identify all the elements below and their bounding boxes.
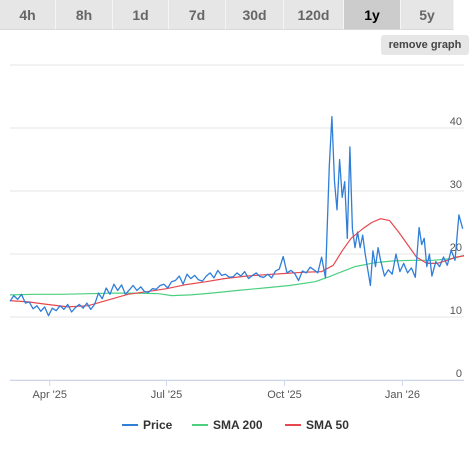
- tab-1d[interactable]: 1d: [113, 0, 169, 30]
- tab-120d[interactable]: 120d: [284, 0, 344, 30]
- y-tick-label: 0: [456, 368, 462, 380]
- y-tick-label: 30: [450, 179, 462, 191]
- legend-label: SMA 50: [306, 418, 349, 432]
- series-line-sma-50[interactable]: [9, 218, 465, 308]
- y-tick-label: 10: [450, 305, 462, 317]
- tab-1y[interactable]: 1y: [344, 0, 401, 30]
- legend-item-sma-200[interactable]: SMA 200: [192, 418, 263, 432]
- series-line-price[interactable]: [9, 116, 464, 317]
- remove-graph-button[interactable]: remove graph: [381, 35, 469, 55]
- tab-5y[interactable]: 5y: [401, 0, 454, 30]
- tab-30d[interactable]: 30d: [226, 0, 284, 30]
- series-line-sma-200[interactable]: [9, 254, 465, 297]
- legend-item-price[interactable]: Price: [122, 418, 173, 432]
- legend-label: SMA 200: [213, 418, 263, 432]
- tab-4h[interactable]: 4h: [0, 0, 56, 30]
- tab-7d[interactable]: 7d: [169, 0, 226, 30]
- legend-item-sma-50[interactable]: SMA 50: [285, 418, 349, 432]
- x-tick-label: Jan '26: [385, 389, 420, 401]
- timeframe-tabs: 4h 8h 1d 7d 30d 120d 1y 5y: [0, 0, 474, 30]
- x-tick-label: Oct '25: [267, 389, 302, 401]
- tab-8h[interactable]: 8h: [56, 0, 113, 30]
- x-tick-label: Jul '25: [151, 389, 182, 401]
- x-tick-label: Apr '25: [32, 389, 67, 401]
- y-tick-label: 40: [450, 116, 462, 128]
- legend-label: Price: [143, 418, 173, 432]
